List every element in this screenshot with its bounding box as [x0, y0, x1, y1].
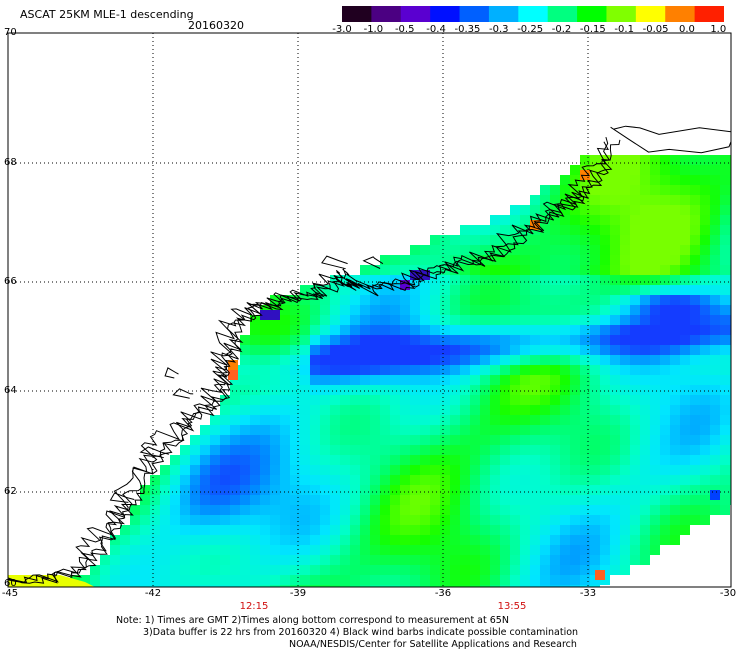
color-scale-swatch	[518, 6, 549, 22]
time-label-second: 13:55	[497, 601, 527, 612]
lon-label-33: -33	[579, 588, 597, 599]
note-line-3: NOAA/NESDIS/Center for Satellite Applica…	[289, 639, 577, 650]
note-line-2: 3)Data buffer is 22 hrs from 20160320 4)…	[143, 627, 579, 638]
product-date: 20160320	[188, 19, 244, 32]
color-scale-label: -1.0	[363, 24, 384, 35]
color-scale-swatch	[694, 6, 724, 22]
color-scale-swatch	[606, 6, 637, 22]
product-title: ASCAT 25KM MLE-1 descending	[20, 8, 194, 21]
color-scale-label: -0.4	[426, 24, 446, 35]
color-scale-swatch	[430, 6, 461, 22]
color-scale-swatch	[459, 6, 490, 22]
color-scale-bar	[342, 6, 724, 22]
coastline	[8, 125, 731, 584]
color-scale-label: 0.0	[678, 24, 695, 35]
color-scale-label: -0.35	[454, 24, 481, 35]
lon-label-39: -39	[289, 588, 307, 599]
color-scale-swatch	[342, 6, 372, 22]
lon-label-30: -30	[719, 588, 737, 599]
color-scale-label: -0.25	[517, 24, 544, 35]
color-scale-label: -0.1	[614, 24, 634, 35]
color-scale-swatch	[488, 6, 519, 22]
time-label-first: 12:15	[239, 601, 269, 612]
lat-label-62: 62	[4, 486, 17, 497]
lat-label-70: 70	[4, 27, 17, 38]
map-frame	[7, 32, 732, 588]
color-scale-swatch	[665, 6, 696, 22]
color-scale-swatch	[635, 6, 666, 22]
color-scale-labels: -3.0 -1.0 -0.5 -0.4 -0.35 -0.3 -0.25 -0.2 -0.15-…	[330, 24, 730, 38]
color-scale-label: -0.05	[642, 24, 669, 35]
color-scale-swatch	[371, 6, 402, 22]
lat-label-64: 64	[4, 385, 17, 396]
lon-label-45: -45	[1, 588, 19, 599]
lat-label-66: 66	[4, 276, 17, 287]
color-scale-label: 1.0	[710, 24, 727, 35]
lon-label-42: -42	[144, 588, 162, 599]
grid-lines	[8, 33, 731, 587]
color-scale-label: -0.3	[489, 24, 509, 35]
note-line-1: Note: 1) Times are GMT 2)Times along bot…	[116, 615, 509, 626]
color-scale-label: -0.5	[394, 24, 415, 35]
color-scale-swatch	[547, 6, 578, 22]
color-scale-swatch	[577, 6, 608, 22]
lat-label-60: 60	[4, 578, 17, 589]
lon-label-36: -36	[434, 588, 452, 599]
color-scale-label: -3.0	[332, 24, 352, 35]
color-scale-label: -0.2	[551, 24, 572, 35]
color-scale-swatch	[400, 6, 431, 22]
color-scale-label: -0.15	[579, 24, 606, 35]
lat-label-68: 68	[4, 157, 17, 168]
